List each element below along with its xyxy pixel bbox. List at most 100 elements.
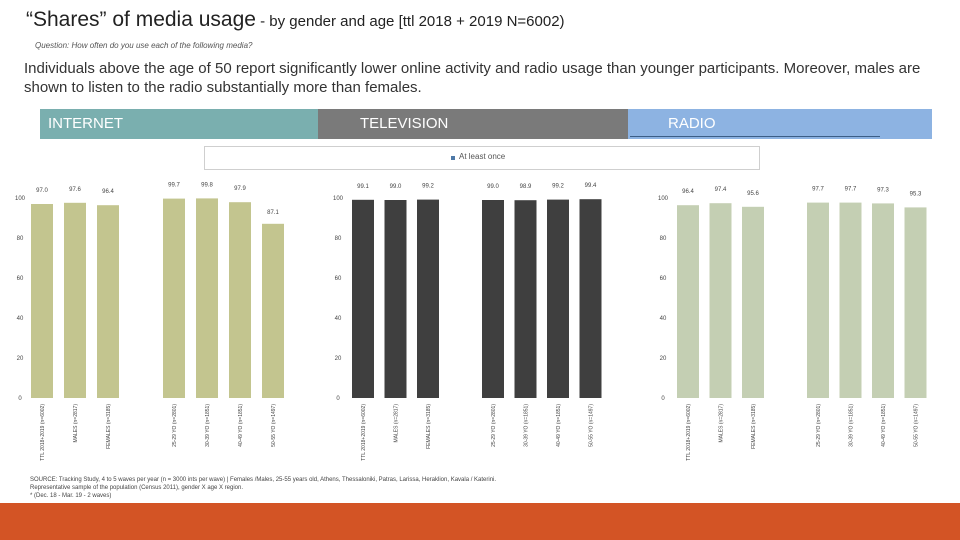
television-y-tick-label: 20 bbox=[335, 356, 342, 362]
radio-data-label: 97.4 bbox=[715, 187, 727, 193]
internet-category-label: 25-29 YO (n=2801) bbox=[172, 404, 178, 447]
internet-category-label: FEMALES (n=3185) bbox=[106, 404, 112, 449]
internet-data-label: 97.6 bbox=[69, 187, 81, 193]
television-y-tick-label: 80 bbox=[335, 236, 342, 242]
television-category-label: FEMALES (n=3185) bbox=[426, 404, 432, 449]
television-data-label: 99.1 bbox=[357, 184, 369, 190]
internet-bar bbox=[31, 204, 53, 398]
internet-y-tick-label: 100 bbox=[15, 196, 26, 202]
radio-y-tick-label: 60 bbox=[660, 276, 667, 282]
television-data-label: 98.9 bbox=[520, 184, 532, 190]
internet-category-label: TTL 2018+2019 (n=6002) bbox=[40, 404, 46, 461]
legend-swatch bbox=[451, 156, 455, 160]
radio-header: RADIO bbox=[628, 109, 932, 139]
television-y-tick-label: 0 bbox=[336, 396, 340, 402]
television-category-label: 25-29 YO (n=2801) bbox=[491, 404, 497, 447]
internet-data-label: 87.1 bbox=[267, 210, 279, 216]
television-header: TELEVISION bbox=[318, 109, 630, 139]
title-sub: - by gender and age [ttl 2018 + 2019 N=6… bbox=[255, 13, 565, 30]
radio-data-label: 96.4 bbox=[682, 189, 694, 195]
television-category-label: 40-49 YO (n=1851) bbox=[556, 404, 562, 447]
chart-legend: At least once bbox=[204, 146, 760, 170]
internet-category-label: 40-49 YO (n=1851) bbox=[238, 404, 244, 447]
internet-y-tick-label: 60 bbox=[17, 276, 24, 282]
television-bar bbox=[384, 200, 407, 398]
source-line-1: SOURCE: Tracking Study, 4 to 5 waves per… bbox=[30, 477, 497, 483]
television-bar bbox=[352, 199, 374, 398]
television-bar bbox=[514, 200, 537, 398]
television-category-label: 30-39 YO (n=1851) bbox=[524, 404, 530, 447]
radio-data-label: 97.3 bbox=[877, 187, 889, 193]
radio-bar bbox=[807, 202, 829, 398]
question-text: Question: How often do you use each of t… bbox=[35, 41, 253, 50]
internet-bar bbox=[229, 202, 251, 398]
radio-y-tick-label: 20 bbox=[660, 356, 667, 362]
internet-y-tick-label: 20 bbox=[17, 356, 24, 362]
television-data-label: 99.0 bbox=[487, 184, 499, 190]
radio-category-label: 25-29 YO (n=2801) bbox=[816, 404, 822, 447]
internet-data-label: 96.4 bbox=[102, 189, 114, 195]
radio-bar bbox=[872, 203, 894, 398]
internet-data-label: 99.7 bbox=[168, 183, 180, 189]
source-line-2: Representative sample of the population … bbox=[30, 485, 244, 491]
internet-category-label: MALES (n=2817) bbox=[73, 404, 79, 443]
radio-bar bbox=[839, 202, 862, 398]
television-category-label: MALES (n=2817) bbox=[394, 404, 400, 443]
internet-bar bbox=[196, 198, 218, 398]
radio-header-label: RADIO bbox=[668, 115, 716, 132]
television-data-label: 99.0 bbox=[390, 184, 402, 190]
legend-label: At least once bbox=[459, 152, 506, 161]
internet-bar bbox=[262, 223, 284, 398]
internet-header: INTERNET bbox=[40, 109, 320, 139]
source-note: SOURCE: Tracking Study, 4 to 5 waves per… bbox=[30, 476, 670, 500]
television-y-tick-label: 40 bbox=[335, 316, 342, 322]
radio-data-label: 95.6 bbox=[747, 191, 759, 197]
radio-bar bbox=[742, 206, 764, 398]
title-main: “Shares” of media usage bbox=[26, 8, 256, 31]
radio-bar bbox=[677, 205, 699, 398]
radio-category-label: MALES (n=2817) bbox=[719, 404, 725, 443]
internet-data-label: 99.8 bbox=[201, 182, 213, 188]
internet-bar bbox=[163, 198, 185, 398]
internet-header-label: INTERNET bbox=[48, 115, 123, 132]
radio-data-label: 95.3 bbox=[910, 191, 922, 197]
radio-y-tick-label: 0 bbox=[661, 396, 665, 402]
radio-category-label: TTL 2018+2019 (n=6002) bbox=[686, 404, 692, 461]
internet-data-label: 97.9 bbox=[234, 186, 246, 192]
television-bar bbox=[482, 200, 504, 398]
source-line-3: * (Dec. 18 - Mar. 19 - 2 waves) bbox=[30, 493, 112, 499]
radio-y-tick-label: 100 bbox=[658, 196, 669, 202]
internet-category-label: 50-55 YO (n=1497) bbox=[271, 404, 277, 447]
intro-text: Individuals above the age of 50 report s… bbox=[24, 60, 921, 96]
television-data-label: 99.2 bbox=[552, 184, 564, 190]
internet-y-tick-label: 0 bbox=[18, 396, 22, 402]
television-category-label: TTL 2018+2019 (n=6002) bbox=[361, 404, 367, 461]
internet-category-label: 30-39 YO (n=1851) bbox=[205, 404, 211, 447]
television-bar bbox=[417, 199, 439, 398]
internet-bar bbox=[64, 202, 86, 398]
television-data-label: 99.4 bbox=[585, 183, 597, 189]
internet-y-tick-label: 80 bbox=[17, 236, 24, 242]
radio-data-label: 97.7 bbox=[812, 187, 824, 193]
radio-data-label: 97.7 bbox=[845, 187, 857, 193]
television-header-label: TELEVISION bbox=[360, 115, 449, 132]
footer-bar bbox=[0, 503, 960, 540]
television-y-tick-label: 60 bbox=[335, 276, 342, 282]
radio-category-label: 50-55 YO (n=1497) bbox=[914, 404, 920, 447]
internet-y-tick-label: 40 bbox=[17, 316, 24, 322]
radio-header-underline bbox=[630, 136, 880, 137]
radio-bar bbox=[904, 207, 927, 398]
television-y-tick-label: 100 bbox=[333, 196, 344, 202]
radio-y-tick-label: 40 bbox=[660, 316, 667, 322]
radio-category-label: 40-49 YO (n=1851) bbox=[881, 404, 887, 447]
internet-data-label: 97.0 bbox=[36, 188, 48, 194]
television-bar bbox=[579, 199, 602, 398]
radio-category-label: FEMALES (n=3185) bbox=[751, 404, 757, 449]
radio-y-tick-label: 80 bbox=[660, 236, 667, 242]
television-category-label: 50-55 YO (n=1497) bbox=[589, 404, 595, 447]
television-data-label: 99.2 bbox=[422, 184, 434, 190]
television-bar bbox=[547, 199, 569, 398]
radio-bar bbox=[709, 203, 732, 398]
internet-bar bbox=[97, 205, 119, 398]
